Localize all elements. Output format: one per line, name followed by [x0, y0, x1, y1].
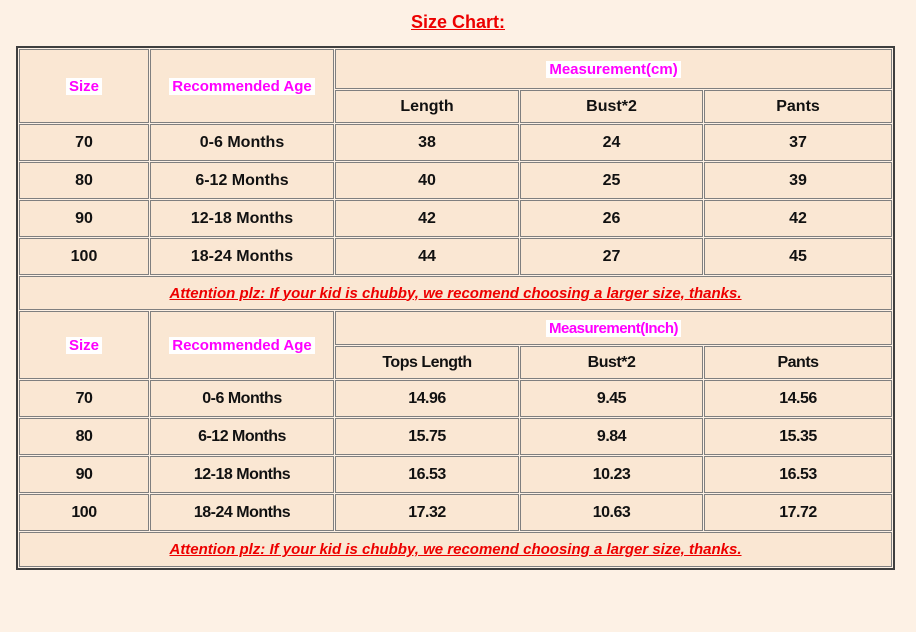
- length-cell: 42: [335, 200, 519, 237]
- bust-cell: 27: [520, 238, 703, 275]
- length-cell: 40: [335, 162, 519, 199]
- inch-subheader-row: Tops Length Bust*2 Pants: [19, 346, 893, 379]
- size-cell: 80: [19, 162, 149, 199]
- cm-row-80: 80 6-12 Months 40 25 39: [19, 162, 893, 199]
- attention-note: Attention plz: If your kid is chubby, we…: [19, 532, 893, 567]
- cm-col-header-length: Length: [335, 90, 519, 123]
- age-cell: 6-12 Months: [150, 418, 334, 455]
- measurement-inch-label: Measurement(Inch): [546, 319, 682, 337]
- size-header-label: Size: [65, 77, 102, 95]
- size-cell: 70: [19, 124, 149, 161]
- length-cell: 38: [335, 124, 519, 161]
- measurement-cm-label: Measurement(cm): [546, 60, 681, 78]
- length-cell: 44: [335, 238, 519, 275]
- tops-length-cell: 14.96: [335, 380, 519, 417]
- inch-col-header-bust: Bust*2: [520, 346, 703, 379]
- size-cell: 80: [19, 418, 149, 455]
- attention-note: Attention plz: If your kid is chubby, we…: [19, 276, 893, 310]
- cm-header-row: Size Recommended Age Measurement(cm): [19, 49, 893, 123]
- age-cell: 18-24 Months: [150, 494, 334, 531]
- pants-cell: 14.56: [704, 380, 893, 417]
- cm-measurement-header-cell: Measurement(cm): [335, 49, 893, 89]
- age-cell: 0-6 Months: [150, 124, 334, 161]
- inch-row-80: 80 6-12 Months 15.75 9.84 15.35: [19, 418, 893, 455]
- pants-cell: 42: [704, 200, 893, 237]
- cm-size-header-cell: Size: [19, 49, 149, 123]
- size-cell: 100: [19, 494, 149, 531]
- inch-size-header-cell: Size: [19, 311, 149, 379]
- age-cell: 0-6 Months: [150, 380, 334, 417]
- pants-cell: 17.72: [704, 494, 893, 531]
- inch-header-row: Size Recommended Age Measurement(Inch): [19, 311, 893, 379]
- cm-subheader-row: Length Bust*2 Pants: [19, 90, 893, 123]
- cm-row-70: 70 0-6 Months 38 24 37: [19, 124, 893, 161]
- inch-row-90: 90 12-18 Months 16.53 10.23 16.53: [19, 456, 893, 493]
- cm-attention-row: Attention plz: If your kid is chubby, we…: [19, 276, 893, 310]
- size-cell: 70: [19, 380, 149, 417]
- tops-length-cell: 15.75: [335, 418, 519, 455]
- age-cell: 12-18 Months: [150, 456, 334, 493]
- pants-cell: 16.53: [704, 456, 893, 493]
- inch-attention-row: Attention plz: If your kid is chubby, we…: [19, 532, 893, 567]
- inch-col-header-tops-length: Tops Length: [335, 346, 519, 379]
- inch-row-100: 100 18-24 Months 17.32 10.63 17.72: [19, 494, 893, 531]
- size-cell: 100: [19, 238, 149, 275]
- size-chart-title: Size Chart:: [410, 12, 506, 32]
- size-chart-table: Size Recommended Age Measurement(cm) Len…: [16, 46, 896, 570]
- size-cell: 90: [19, 200, 149, 237]
- age-cell: 18-24 Months: [150, 238, 334, 275]
- pants-cell: 45: [704, 238, 893, 275]
- tops-length-cell: 16.53: [335, 456, 519, 493]
- size-header-label: Size: [65, 336, 102, 354]
- bust-cell: 9.45: [520, 380, 703, 417]
- bust-cell: 26: [520, 200, 703, 237]
- cm-col-header-bust: Bust*2: [520, 90, 703, 123]
- size-cell: 90: [19, 456, 149, 493]
- inch-measurement-header-cell: Measurement(Inch): [335, 311, 893, 345]
- pants-cell: 15.35: [704, 418, 893, 455]
- age-cell: 12-18 Months: [150, 200, 334, 237]
- cm-row-90: 90 12-18 Months 42 26 42: [19, 200, 893, 237]
- inch-col-header-pants: Pants: [704, 346, 893, 379]
- cm-col-header-pants: Pants: [704, 90, 893, 123]
- age-header-label: Recommended Age: [169, 336, 315, 354]
- pants-cell: 37: [704, 124, 893, 161]
- inch-row-70: 70 0-6 Months 14.96 9.45 14.56: [19, 380, 893, 417]
- pants-cell: 39: [704, 162, 893, 199]
- bust-cell: 24: [520, 124, 703, 161]
- cm-row-100: 100 18-24 Months 44 27 45: [19, 238, 893, 275]
- bust-cell: 10.63: [520, 494, 703, 531]
- bust-cell: 10.23: [520, 456, 703, 493]
- bust-cell: 25: [520, 162, 703, 199]
- bust-cell: 9.84: [520, 418, 703, 455]
- tops-length-cell: 17.32: [335, 494, 519, 531]
- age-header-label: Recommended Age: [169, 77, 315, 95]
- age-cell: 6-12 Months: [150, 162, 334, 199]
- inch-age-header-cell: Recommended Age: [150, 311, 334, 379]
- cm-age-header-cell: Recommended Age: [150, 49, 334, 123]
